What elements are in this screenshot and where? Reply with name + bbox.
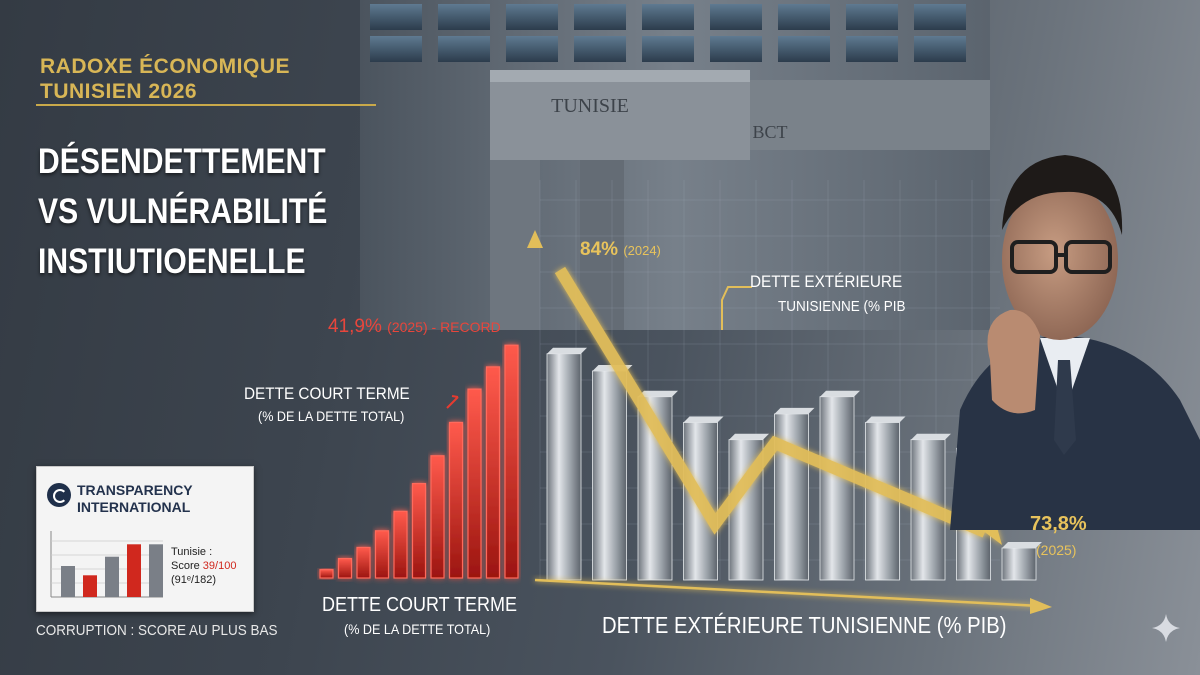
building-window xyxy=(778,4,830,30)
external-debt-end-value: 73,8% xyxy=(1030,513,1087,535)
external-debt-bar-cap xyxy=(638,390,678,397)
short-term-pointer xyxy=(446,395,459,409)
building-window xyxy=(914,36,966,62)
transparency-score: Score 39/100 xyxy=(171,559,236,574)
external-debt-bar-cap xyxy=(729,433,769,440)
building-window xyxy=(574,36,626,62)
transparency-name-line-1: TRANSPARENCY xyxy=(77,482,193,498)
short-term-bar xyxy=(411,482,427,579)
transparency-rank: (91ᵉ/182) xyxy=(171,574,217,586)
sparkle-icon xyxy=(1152,614,1180,642)
headline-line-2: VS VULNÉRABILITÉ xyxy=(38,192,328,231)
building-window xyxy=(914,4,966,30)
headline-line-3: INSTIUTIOENELLE xyxy=(38,242,306,281)
corruption-caption: CORRUPTION : SCORE AU PLUS BAS xyxy=(36,622,278,639)
short-term-bar xyxy=(337,557,353,579)
external-debt-axis-title: DETTE EXTÉRIEURE TUNISIENNE (% PIB) xyxy=(602,612,1007,638)
kicker-line-1: RADOXE ÉCONOMIQUE xyxy=(40,55,291,78)
transparency-name-line-2: INTERNATIONAL xyxy=(77,499,191,515)
external-debt-label-leader xyxy=(721,286,752,330)
short-term-bar xyxy=(374,530,390,579)
kicker-line-2: TUNISIEN 2026 xyxy=(40,80,198,103)
short-term-bar xyxy=(356,546,371,579)
short-term-bar xyxy=(448,421,464,579)
external-debt-start-label: 84% (2024) xyxy=(580,239,661,261)
short-term-bar xyxy=(467,388,482,579)
building-window xyxy=(506,4,558,30)
building-window xyxy=(506,36,558,62)
external-debt-bar-cap xyxy=(683,416,724,423)
building-window xyxy=(778,36,830,62)
ti-bar xyxy=(83,575,97,597)
external-debt-x-axis xyxy=(534,578,1041,608)
external-debt-series-label: DETTE EXTÉRIEURE xyxy=(750,272,903,291)
short-term-bar xyxy=(485,366,501,579)
y-axis-arrow-icon xyxy=(527,230,543,248)
official-portrait xyxy=(950,155,1200,530)
building-window xyxy=(642,4,694,30)
external-debt-bar xyxy=(546,353,582,581)
building-window xyxy=(846,4,898,30)
external-debt-bar-cap xyxy=(1002,542,1042,548)
transparency-card: TRANSPARENCY INTERNATIONAL Tunisie : Sco… xyxy=(36,466,254,612)
short-term-bar xyxy=(430,455,445,579)
building-window xyxy=(710,36,762,62)
external-debt-bar-cap xyxy=(547,347,587,354)
external-debt-bar xyxy=(592,370,627,581)
building-window xyxy=(438,4,490,30)
external-debt-bar-cap xyxy=(774,407,815,414)
short-term-series-sublabel: (% DE LA DETTE TOTAL) xyxy=(258,408,405,424)
external-debt-bar-cap xyxy=(865,416,906,423)
ti-bar xyxy=(61,566,75,597)
ti-bar xyxy=(105,556,119,597)
short-term-bar xyxy=(393,510,408,579)
short-term-peak-detail: (2025) - RECORD xyxy=(387,319,501,335)
ti-bar xyxy=(149,544,163,597)
building-window xyxy=(574,4,626,30)
external-debt-end-year: (2025) xyxy=(1036,542,1077,558)
short-term-peak-label: 41,9% (2025) - RECORD xyxy=(328,316,501,338)
building-window xyxy=(438,36,490,62)
short-term-debt-chart xyxy=(311,330,525,579)
external-debt-start-value: 84% xyxy=(580,239,619,260)
short-term-bar xyxy=(319,569,334,579)
transparency-score-value: 39/100 xyxy=(202,560,237,572)
short-term-axis-subtitle: (% DE LA DETTE TOTAL) xyxy=(344,621,491,637)
external-debt-series-sublabel: TUNISIENNE (% PIB xyxy=(778,298,906,315)
x-axis-arrow-icon xyxy=(1030,598,1052,614)
external-debt-bar xyxy=(1001,547,1037,581)
trend-arrow-line xyxy=(554,266,988,538)
headline-line-1: DÉSENDETTEMENT xyxy=(38,142,326,181)
transparency-mini-chart xyxy=(50,531,163,598)
kicker-divider xyxy=(36,104,376,106)
external-debt-bar xyxy=(819,396,855,581)
short-term-peak-value: 41,9% xyxy=(328,316,382,337)
transparency-country: Tunisie : xyxy=(171,546,213,558)
building-window xyxy=(642,36,694,62)
short-term-bar xyxy=(504,344,519,579)
building-window xyxy=(846,36,898,62)
building-sign-bct: BCT xyxy=(752,122,787,142)
external-debt-start-year: (2024) xyxy=(623,243,661,258)
transparency-score-prefix: Score xyxy=(171,560,203,572)
external-debt-bar-cap xyxy=(820,390,860,397)
ti-bar xyxy=(127,544,141,597)
short-term-series-label: DETTE COURT TERME xyxy=(244,384,410,403)
short-term-axis-title: DETTE COURT TERME xyxy=(322,594,518,616)
external-debt-chart xyxy=(527,230,1052,614)
transparency-logo-icon xyxy=(47,483,71,507)
building-sign-tunisie: TUNISIE xyxy=(551,95,629,117)
external-debt-bar xyxy=(865,422,900,581)
central-bank-building: TUNISIE BCT xyxy=(360,0,990,330)
external-debt-bar-cap xyxy=(911,433,951,440)
building-window xyxy=(370,36,422,62)
building-window xyxy=(370,4,422,30)
building-window xyxy=(710,4,762,30)
